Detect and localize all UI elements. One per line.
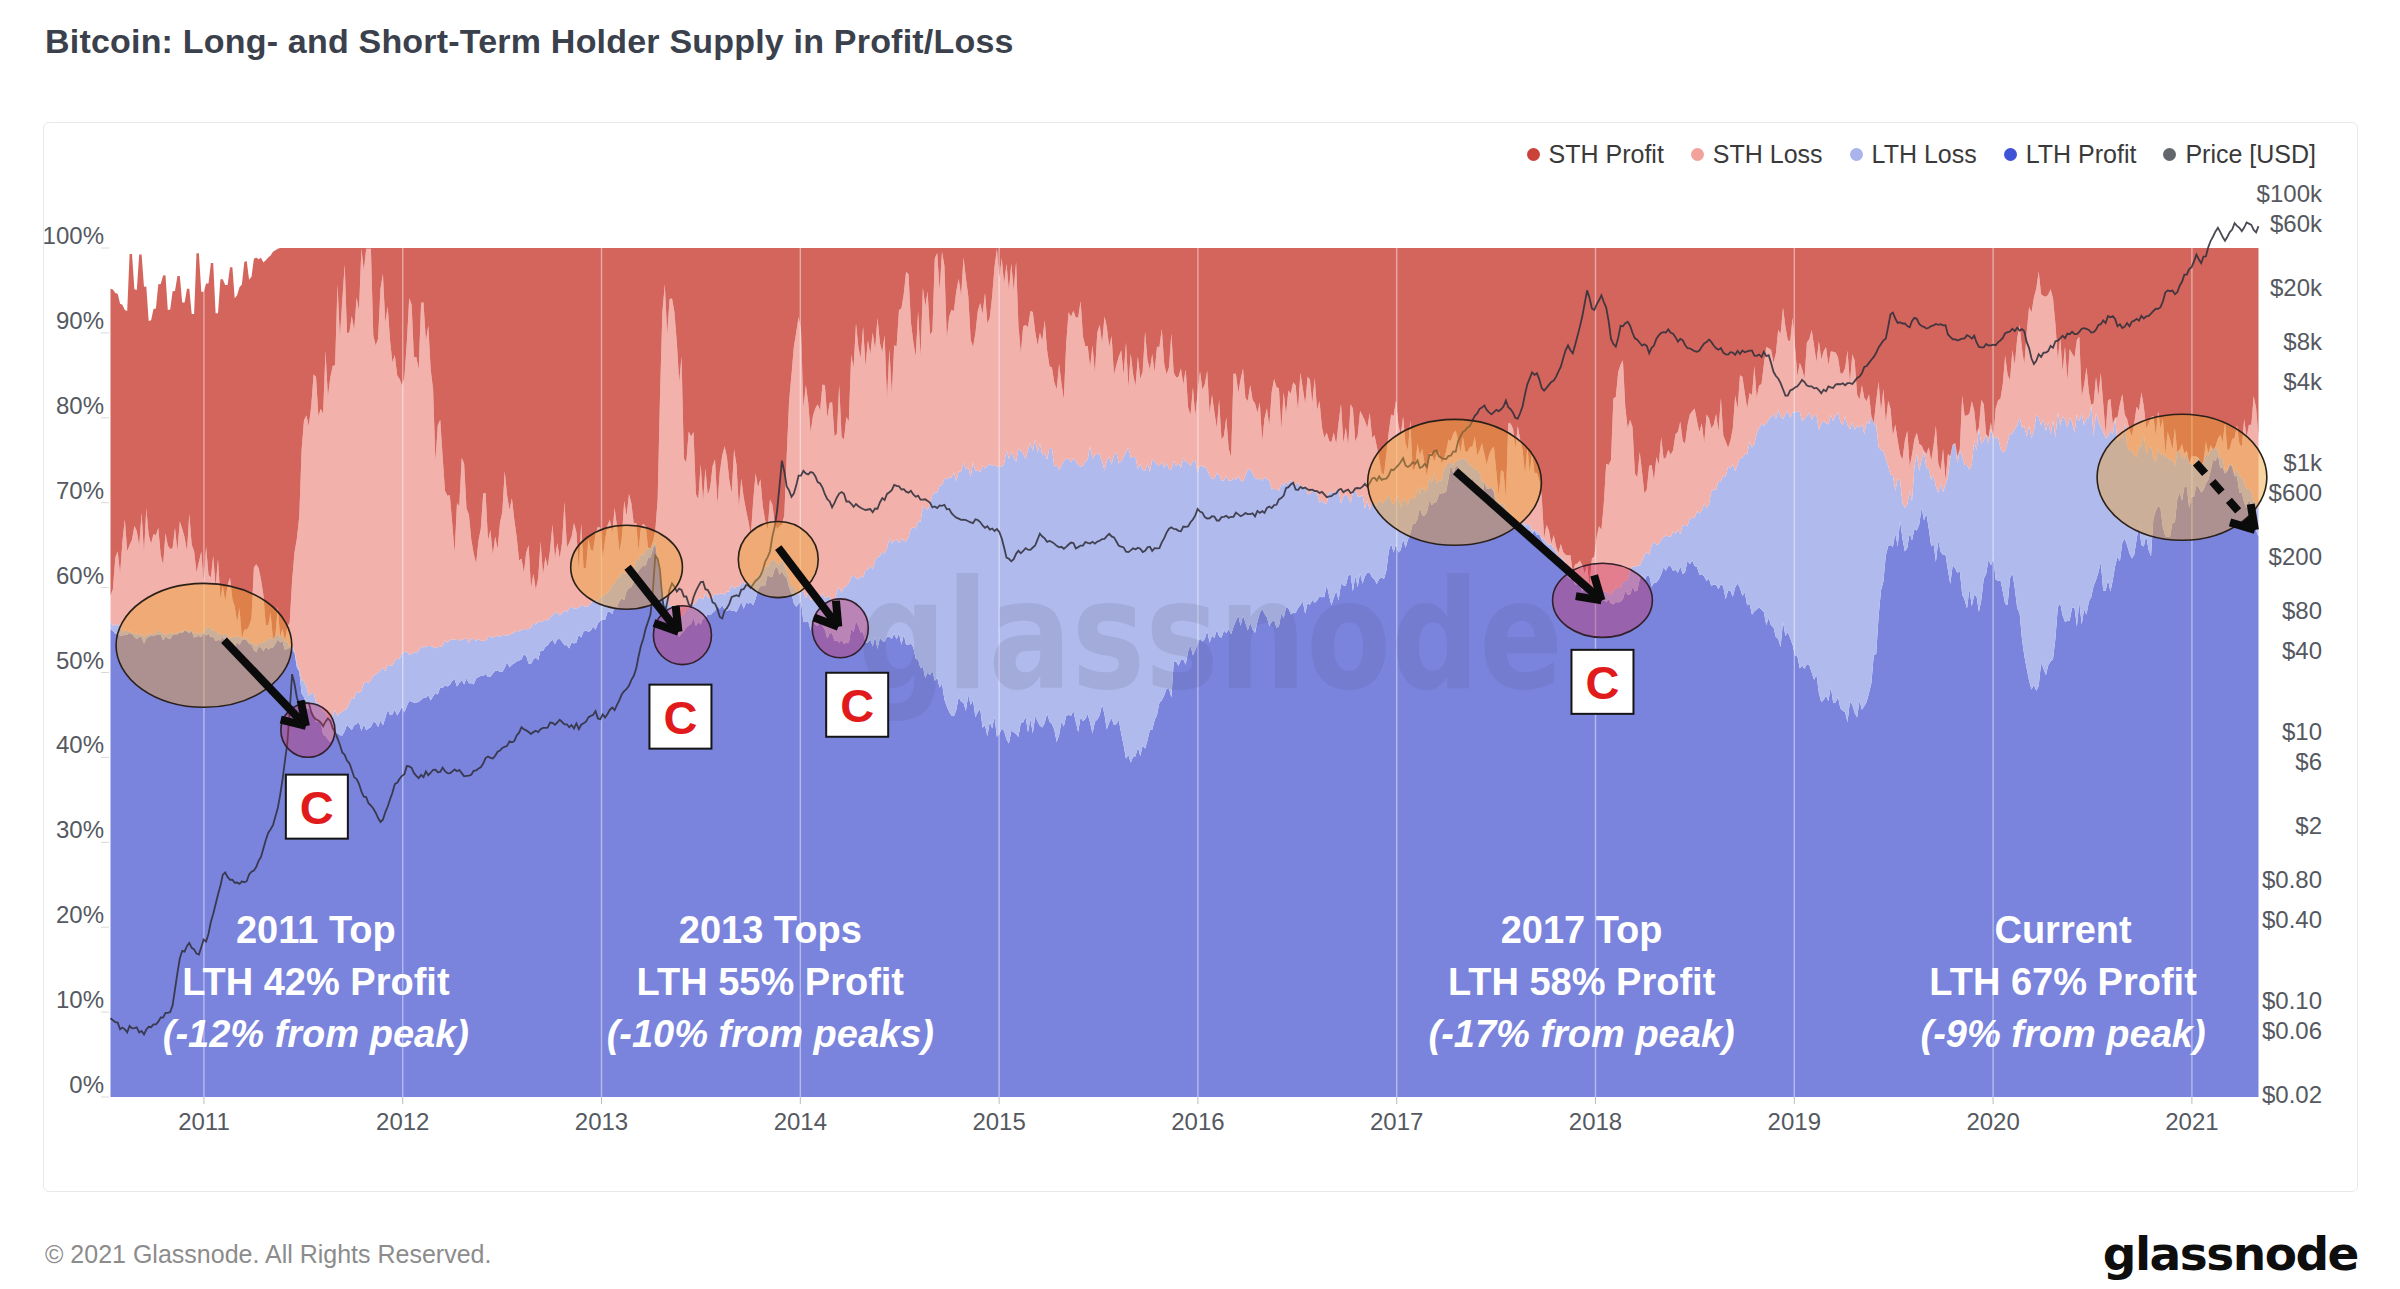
price-axis-label: $0.10 [2262, 987, 2322, 1014]
x-axis-label: 2018 [1569, 1108, 1622, 1135]
watermark: glassnode [858, 547, 1563, 724]
x-axis-label: 2013 [575, 1108, 628, 1135]
legend-label: Price [USD] [2185, 140, 2316, 169]
y-axis-label: 0% [69, 1071, 104, 1098]
price-axis-label: $8k [2283, 328, 2323, 355]
c-box-label: C [840, 679, 874, 732]
y-axis-label: 60% [56, 562, 104, 589]
annotation-text: 2017 Top [1501, 909, 1663, 951]
annotation-text: (-10% from peaks) [607, 1013, 934, 1055]
x-axis-label: 2011 [178, 1108, 230, 1135]
highlight-ellipse [2097, 414, 2267, 540]
annotation-text: (-9% from peak) [1921, 1013, 2206, 1055]
x-axis-label: 2014 [774, 1108, 827, 1135]
legend-dot [2163, 148, 2176, 161]
page: Bitcoin: Long- and Short-Term Holder Sup… [0, 0, 2400, 1289]
annotation-text: LTH 42% Profit [182, 961, 450, 1003]
legend-dot [2004, 148, 2017, 161]
price-axis-label: $100k [2257, 180, 2323, 207]
y-axis-label: 50% [56, 647, 104, 674]
annotation-text: (-17% from peak) [1428, 1013, 1734, 1055]
x-axis-label: 2012 [376, 1108, 429, 1135]
y-axis-label: 80% [56, 392, 104, 419]
annotation-text: 2013 Tops [679, 909, 862, 951]
c-box-label: C [663, 691, 697, 744]
annotation-text: LTH 55% Profit [637, 961, 905, 1003]
legend-dot [1850, 148, 1863, 161]
price-axis-label: $10 [2282, 718, 2322, 745]
price-axis-label: $4k [2283, 368, 2323, 395]
price-axis-label: $0.40 [2262, 906, 2322, 933]
annotation-text: LTH 58% Profit [1448, 961, 1716, 1003]
price-axis-label: $200 [2269, 543, 2322, 570]
y-axis-label: 90% [56, 307, 104, 334]
legend-item-price-usd-[interactable]: Price [USD] [2163, 140, 2316, 169]
legend-item-lth-loss[interactable]: LTH Loss [1850, 140, 1977, 169]
legend-label: STH Profit [1549, 140, 1664, 169]
highlight-ellipse [571, 525, 683, 609]
y-axis-label: 20% [56, 901, 104, 928]
annotation-text: 2011 Top [236, 909, 396, 951]
legend-item-lth-profit[interactable]: LTH Profit [2004, 140, 2137, 169]
x-axis-label: 2016 [1171, 1108, 1224, 1135]
glassnode-logo: glassnode [2103, 1226, 2358, 1281]
x-axis-label: 2021 [2165, 1108, 2218, 1135]
x-axis-label: 2020 [1966, 1108, 2019, 1135]
annotation-text: Current [1994, 909, 2132, 951]
x-axis-label: 2019 [1768, 1108, 1821, 1135]
y-axis-label: 40% [56, 731, 104, 758]
price-axis-label: $2 [2295, 812, 2322, 839]
price-axis-label: $1k [2283, 449, 2323, 476]
annotation-text: (-12% from peak) [163, 1013, 469, 1055]
x-axis-label: 2017 [1370, 1108, 1423, 1135]
price-axis-label: $600 [2269, 479, 2322, 506]
price-axis-label: $20k [2270, 274, 2323, 301]
chart-legend: STH Profit STH Loss LTH Loss LTH Profit Pric… [1527, 140, 2316, 169]
price-axis-label: $0.06 [2262, 1017, 2322, 1044]
c-box-label: C [300, 781, 334, 834]
c-box-label: C [1585, 656, 1619, 709]
y-axis-label: 100% [43, 222, 104, 249]
price-axis-label: $0.80 [2262, 866, 2322, 893]
annotation-text: LTH 67% Profit [1929, 961, 2197, 1003]
x-axis-label: 2015 [972, 1108, 1025, 1135]
y-axis-label: 70% [56, 477, 104, 504]
legend-dot [1527, 148, 1540, 161]
y-axis-label: 30% [56, 816, 104, 843]
legend-item-sth-profit[interactable]: STH Profit [1527, 140, 1664, 169]
legend-item-sth-loss[interactable]: STH Loss [1691, 140, 1823, 169]
legend-label: STH Loss [1713, 140, 1823, 169]
legend-label: LTH Profit [2026, 140, 2137, 169]
y-axis-label: 10% [56, 986, 104, 1013]
legend-dot [1691, 148, 1704, 161]
price-axis-label: $0.02 [2262, 1081, 2322, 1108]
copyright-text: © 2021 Glassnode. All Rights Reserved. [45, 1240, 491, 1269]
supply-profit-loss-chart: glassnode 0% 10% 20% 30% 40% 50% 60% 70% 80% 90% 10… [0, 0, 2400, 1289]
price-axis-label: $6 [2295, 748, 2322, 775]
legend-label: LTH Loss [1872, 140, 1977, 169]
price-axis-label: $40 [2282, 637, 2322, 664]
price-axis-label: $60k [2270, 210, 2323, 237]
price-axis-label: $80 [2282, 597, 2322, 624]
